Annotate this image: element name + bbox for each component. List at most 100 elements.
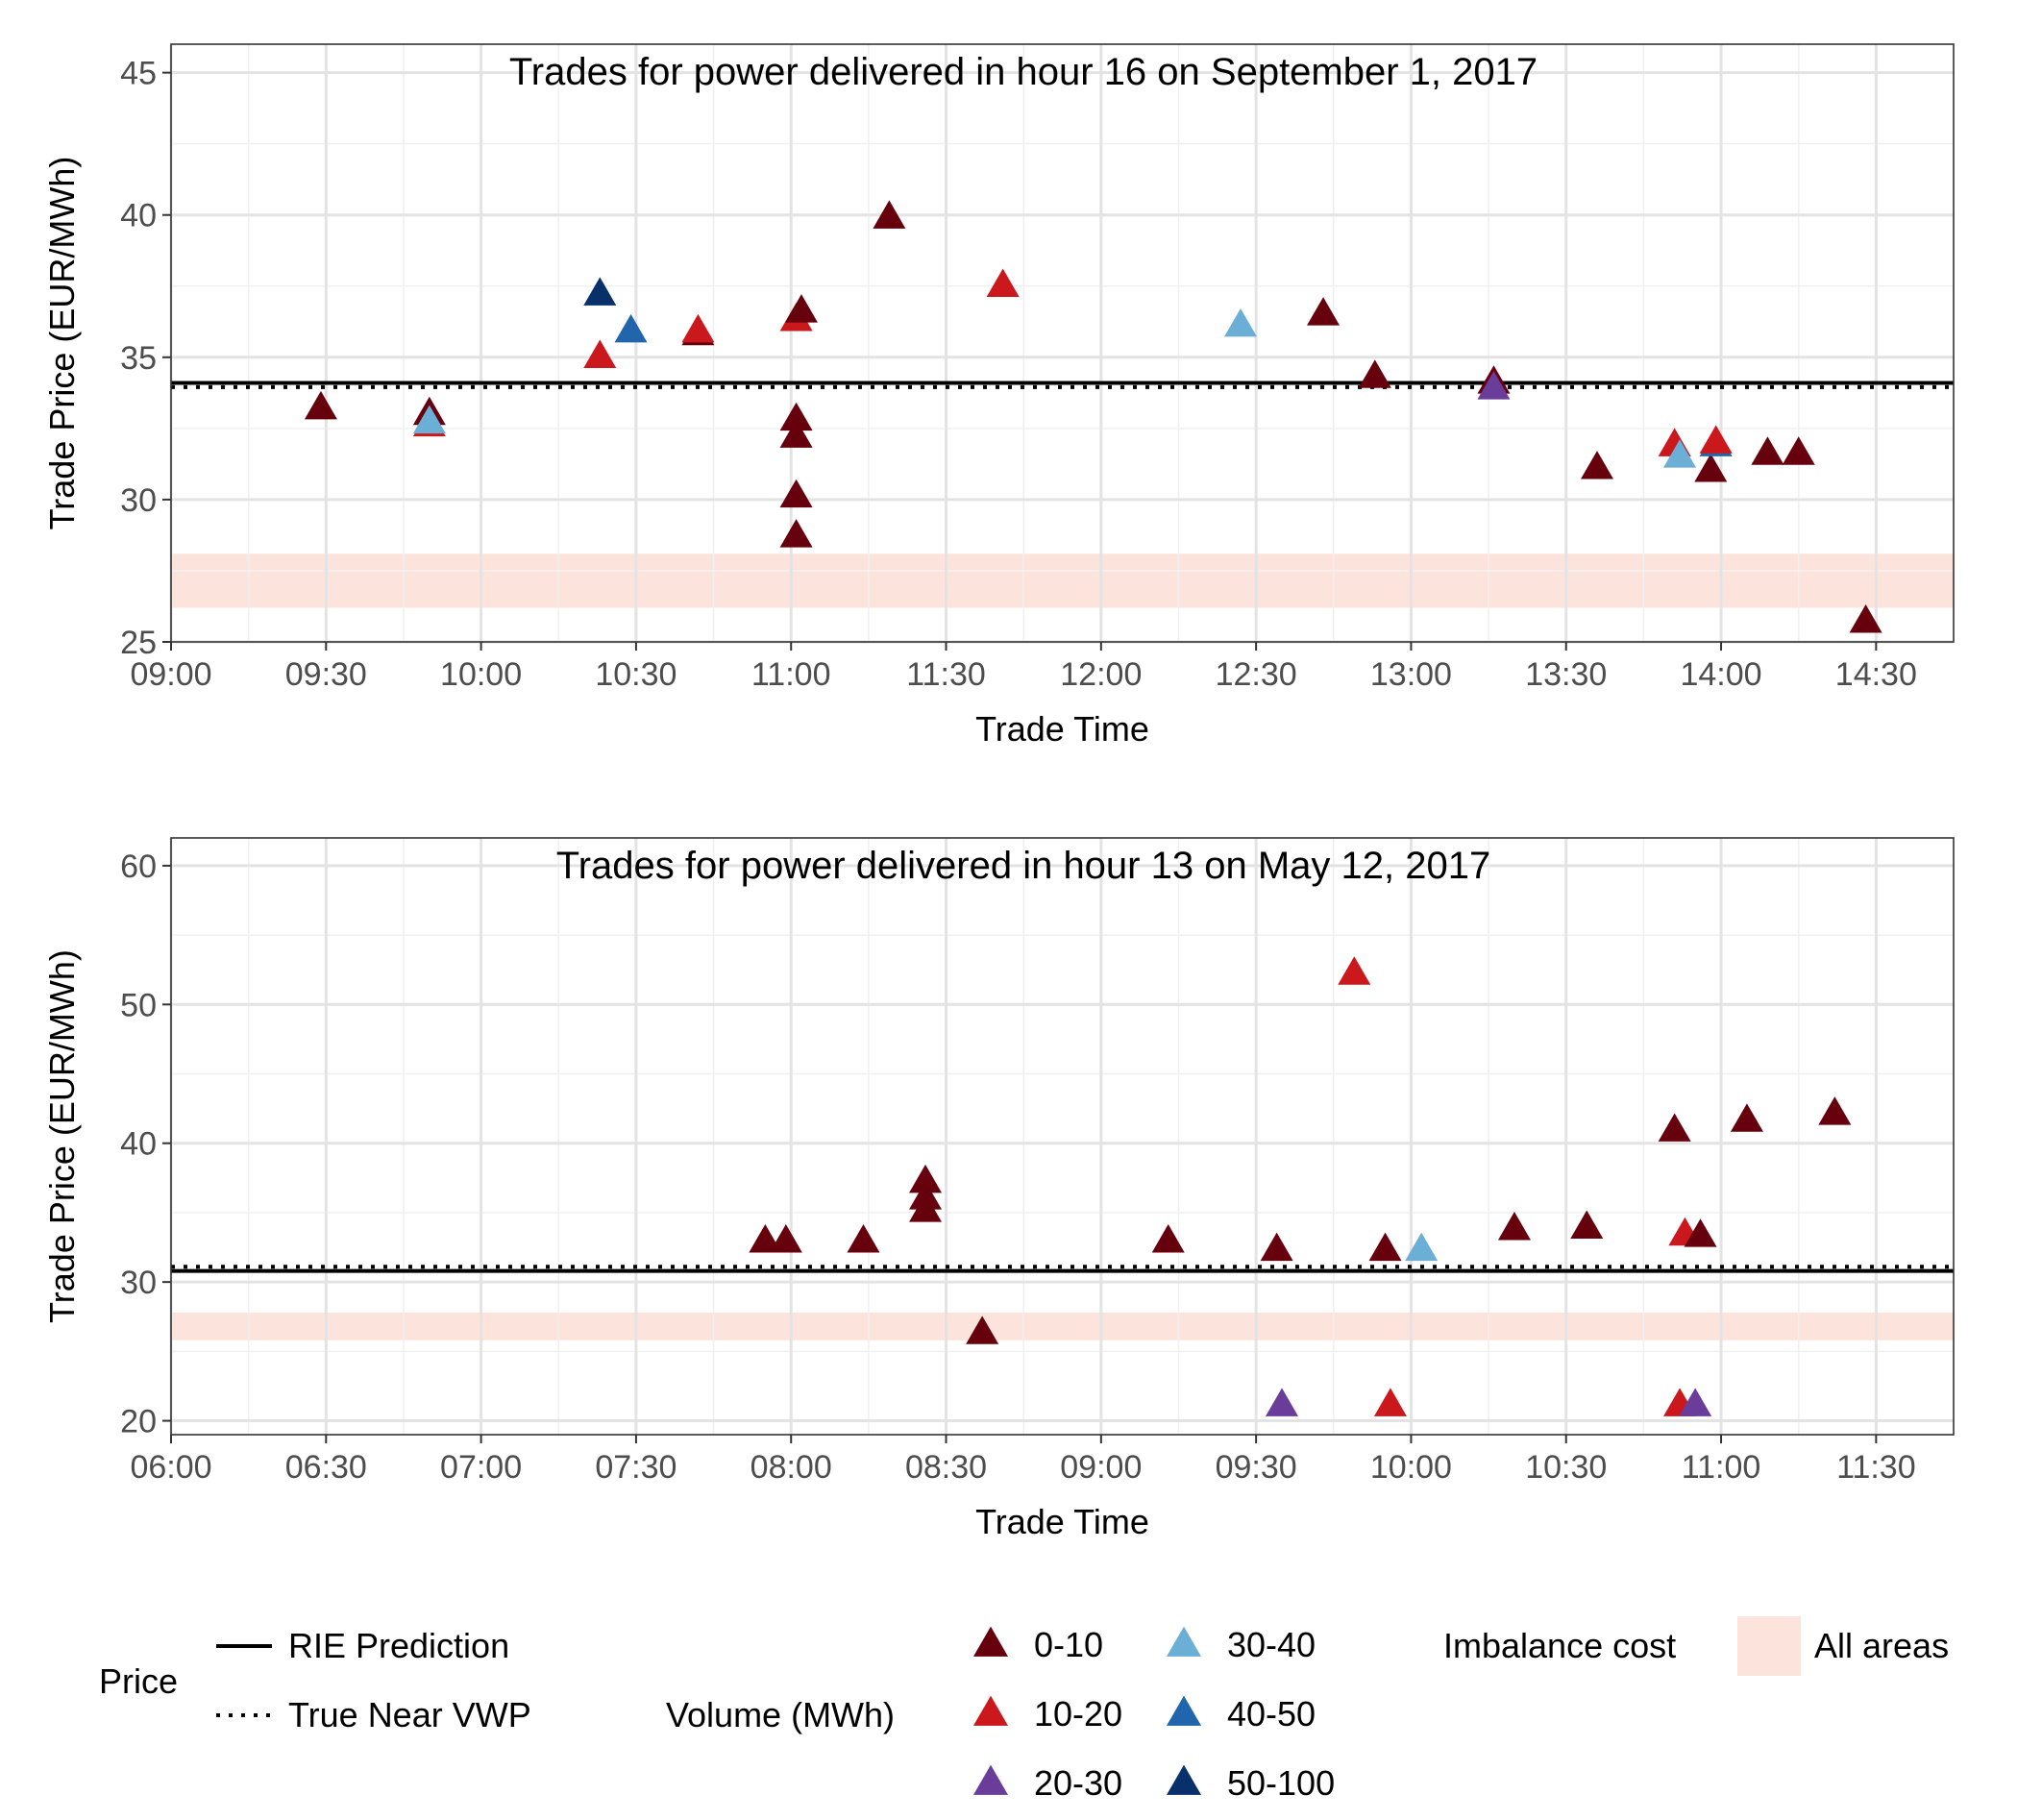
x-tick-label: 09:00 [1060,1449,1142,1486]
legend-volume-label: 0-10 [1034,1625,1103,1664]
x-tick-label: 09:30 [1216,1449,1297,1486]
trade-point [1782,436,1815,465]
legend-volume-key [973,1626,1008,1657]
x-tick-label: 06:30 [285,1449,367,1486]
y-tick-label: 40 [120,198,157,234]
trade-point [1570,1210,1604,1240]
x-tick-label: 12:00 [1060,656,1142,693]
trade-point [1730,1103,1763,1132]
y-tick-label: 35 [120,340,157,377]
trade-point [1338,956,1371,985]
trade-point [1224,307,1257,337]
x-tick-label: 12:30 [1216,656,1297,693]
x-tick-label: 07:00 [440,1449,522,1486]
trade-point [1658,1113,1691,1142]
legend-volume-label: 10-20 [1034,1694,1122,1734]
x-tick-label: 14:30 [1835,656,1917,693]
trade-point [1663,439,1697,468]
trade-point [1260,1232,1293,1262]
trade-point [614,313,648,343]
trade-point [681,313,715,343]
trade-point [1307,297,1341,326]
plot-frame [170,837,1955,1436]
y-tick-label: 30 [120,482,157,519]
trade-point [412,405,446,434]
trade-point [779,419,813,448]
trade-point [749,1224,782,1253]
imbalance-cost-band [171,1312,1954,1340]
x-tick-label: 11:30 [1836,1449,1916,1486]
legend-true-near-vwp-label: True Near VWP [288,1695,531,1734]
trade-point [1694,454,1728,482]
legend-volume-key [1167,1626,1201,1657]
trade-point [1849,604,1882,633]
trade-point [769,1224,802,1253]
trade-point [1405,1232,1439,1262]
chart-title: Trades for power delivered in hour 16 on… [509,51,1538,93]
x-tick-label: 11:30 [906,656,986,693]
x-tick-label: 11:00 [1682,1449,1761,1486]
trade-point [1373,1388,1407,1416]
x-tick-label: 10:00 [440,656,522,693]
trade-point [1266,1388,1299,1416]
legend-volume-label: 20-30 [1034,1763,1122,1803]
legend-volume-label: 30-40 [1227,1625,1316,1664]
y-axis-label: Trade Price (EUR/MWh) [42,157,82,530]
trade-point [583,277,617,306]
x-tick-label: 07:30 [595,1449,677,1486]
x-tick-label: 11:00 [751,656,831,693]
trade-point [779,519,813,548]
trade-point [779,402,813,431]
plot-background [171,44,1954,642]
legend-volume-label: 40-50 [1227,1694,1316,1734]
x-tick-label: 10:30 [1525,1449,1607,1486]
trade-point [779,479,813,508]
x-axis-label: Trade Time [975,1502,1149,1541]
trade-point [909,1193,943,1222]
y-tick-label: 50 [120,987,157,1023]
trade-point [1684,1218,1717,1247]
trade-point [909,1164,943,1193]
trade-point [583,339,617,368]
trade-point [1818,1096,1852,1125]
legend-volume-title: Volume (MWh) [666,1695,895,1734]
legend-volume-key [973,1764,1008,1795]
x-tick-label: 14:00 [1680,656,1761,693]
x-tick-label: 06:00 [130,1449,211,1486]
x-tick-label: 10:00 [1370,1449,1452,1486]
trade-point [966,1316,999,1344]
trade-point [1358,359,1391,388]
x-tick-label: 08:30 [905,1449,987,1486]
legend-imbalance-key [1737,1616,1801,1676]
x-tick-label: 10:30 [595,656,677,693]
y-tick-label: 20 [120,1404,157,1440]
imbalance-cost-band [171,553,1954,608]
chart-panel-1: 25 30 35 40 45 09:00 09:30 10:00 10:30 11:00 11:30… [42,43,1955,749]
y-tick-label: 45 [120,56,157,92]
trade-point [1368,1232,1402,1262]
x-tick-label: 08:00 [750,1449,832,1486]
y-axis-label: Trade Price (EUR/MWh) [42,949,82,1323]
trade-point [1751,436,1784,465]
y-tick-label: 30 [120,1265,157,1301]
x-tick-label: 09:00 [130,656,211,693]
x-tick-label: 13:30 [1525,656,1607,693]
chart-title: Trades for power delivered in hour 13 on… [556,845,1490,887]
trade-point [1699,425,1733,454]
trade-point [304,390,337,420]
legend-volume-key [973,1695,1008,1726]
trade-point [847,1224,880,1253]
trade-point [1581,451,1613,480]
y-tick-label: 25 [120,625,157,661]
trade-point [1497,1212,1531,1241]
x-tick-label: 13:00 [1370,656,1452,693]
legend-rie-prediction-label: RIE Prediction [288,1626,509,1665]
legend-all-areas-label: All areas [1814,1626,1949,1665]
trade-point [873,200,906,229]
plot-frame [170,43,1955,643]
legend-volume-key [1167,1695,1201,1726]
trade-point [784,294,818,323]
x-axis-label: Trade Time [975,709,1149,749]
